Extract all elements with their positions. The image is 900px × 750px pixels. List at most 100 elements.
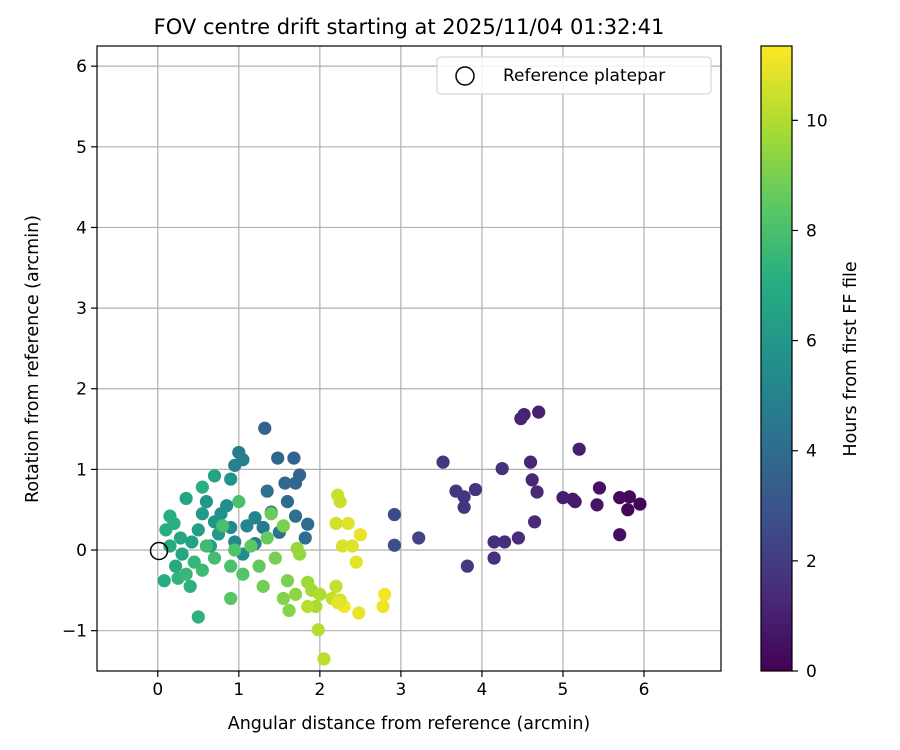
- data-point: [157, 574, 171, 588]
- data-point: [341, 516, 355, 531]
- y-tick-label: 6: [76, 57, 87, 77]
- y-tick-label: −1: [62, 622, 87, 642]
- data-point: [183, 579, 197, 593]
- data-point: [252, 559, 266, 573]
- reference-marker: [149, 541, 169, 561]
- data-point: [460, 559, 474, 573]
- data-point: [169, 559, 183, 573]
- data-point: [232, 495, 246, 509]
- data-point: [335, 539, 350, 553]
- data-point: [288, 509, 303, 523]
- data-point: [244, 539, 258, 553]
- colorbar-gradient: [761, 46, 792, 671]
- data-point: [514, 411, 528, 426]
- data-point: [224, 559, 238, 573]
- y-tick-label: 1: [76, 460, 87, 480]
- data-points: [157, 405, 647, 666]
- legend-box: Reference platepar: [436, 56, 712, 95]
- colorbar-label: Hours from first FF file: [841, 261, 861, 456]
- data-point: [329, 579, 343, 593]
- data-point: [280, 495, 295, 509]
- data-point: [313, 587, 327, 601]
- data-point: [228, 458, 242, 472]
- data-point: [412, 531, 426, 545]
- data-point: [298, 531, 312, 545]
- legend-frame: [436, 56, 712, 95]
- colorbar-frame: [760, 45, 793, 672]
- data-point: [207, 551, 222, 565]
- data-point: [264, 507, 278, 521]
- legend-reference-marker: [455, 66, 475, 86]
- data-point: [282, 603, 296, 618]
- x-axis-ticks: 0 1 2 3 4 5 6: [152, 671, 649, 700]
- x-tick-label: 1: [233, 680, 244, 700]
- data-point: [449, 484, 463, 498]
- chart-title: FOV centre drift starting at 2025/11/04 …: [154, 15, 665, 39]
- y-tick-label: 5: [76, 138, 87, 158]
- x-tick-label: 2: [314, 680, 325, 700]
- data-point: [256, 520, 270, 535]
- data-point: [287, 451, 301, 465]
- x-tick-label: 0: [152, 680, 163, 700]
- data-point: [387, 507, 402, 522]
- y-tick-label: 3: [76, 299, 87, 319]
- data-point: [199, 539, 214, 553]
- data-point: [317, 652, 331, 666]
- data-point: [345, 539, 359, 553]
- data-point: [199, 495, 214, 509]
- data-point: [195, 480, 209, 494]
- data-point: [260, 531, 274, 545]
- y-tick-label: 0: [76, 541, 87, 561]
- data-point: [621, 503, 635, 517]
- data-point: [487, 551, 501, 565]
- x-tick-label: 6: [639, 680, 650, 700]
- data-point: [592, 481, 607, 495]
- data-point: [353, 528, 367, 542]
- data-point: [498, 535, 512, 549]
- colorbar: 0 2 4 6 8 10 Hours from first FF file: [760, 45, 861, 682]
- data-point: [288, 476, 303, 490]
- data-point: [278, 476, 292, 490]
- data-point: [240, 519, 254, 533]
- data-point: [258, 421, 272, 435]
- data-point: [613, 491, 627, 505]
- legend-label: Reference platepar: [503, 66, 665, 86]
- data-point: [268, 551, 282, 565]
- data-point: [167, 516, 181, 531]
- data-point: [622, 490, 637, 504]
- data-point: [256, 579, 270, 593]
- data-point: [311, 623, 325, 637]
- x-axis-label: Angular distance from reference (arcmin): [228, 714, 591, 734]
- data-point: [179, 491, 193, 506]
- x-tick-label: 4: [477, 680, 488, 700]
- x-tick-label: 3: [395, 680, 406, 700]
- data-point: [376, 599, 390, 614]
- data-point: [387, 538, 402, 552]
- data-point: [556, 491, 570, 505]
- data-point: [207, 469, 222, 483]
- data-point: [468, 482, 483, 497]
- y-axis-label: Rotation from reference (arcmin): [23, 215, 43, 503]
- data-point: [271, 451, 285, 465]
- data-point: [331, 595, 345, 610]
- data-point: [301, 517, 315, 531]
- data-point: [187, 555, 201, 569]
- data-point: [179, 567, 193, 581]
- data-point: [349, 555, 363, 569]
- data-point: [191, 523, 205, 537]
- data-point: [487, 535, 501, 549]
- data-point: [633, 497, 647, 511]
- grid-lines: [97, 46, 721, 671]
- data-point: [572, 442, 586, 456]
- data-point: [248, 511, 262, 525]
- colorbar-tick-label: 2: [806, 552, 817, 572]
- data-point: [378, 587, 392, 601]
- plot-frame: [96, 45, 722, 672]
- data-point: [224, 472, 238, 486]
- data-point: [288, 587, 303, 601]
- data-point: [195, 563, 209, 577]
- data-point: [276, 591, 290, 606]
- data-point: [436, 455, 450, 469]
- colorbar-tick-label: 0: [806, 662, 817, 682]
